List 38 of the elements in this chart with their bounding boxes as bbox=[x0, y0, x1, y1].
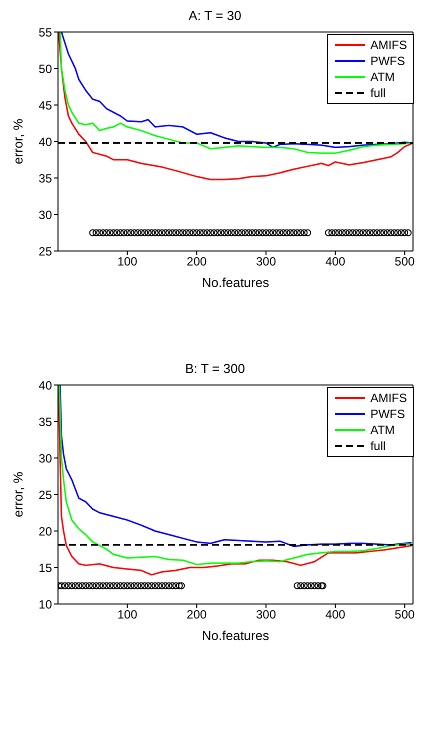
y-axis-title: error, % bbox=[10, 471, 26, 518]
y-tick-label: 35 bbox=[38, 414, 52, 429]
legend-label: PWFS bbox=[370, 407, 405, 421]
y-tick-label: 45 bbox=[38, 98, 52, 112]
x-tick-label: 100 bbox=[117, 254, 138, 269]
y-tick-label: 20 bbox=[38, 524, 52, 538]
legend-label: PWFS bbox=[370, 54, 405, 68]
y-tick-label: 10 bbox=[38, 597, 52, 612]
chart-title: B: T = 300 bbox=[184, 361, 246, 378]
y-tick-label: 30 bbox=[38, 451, 52, 466]
legend-label: full bbox=[370, 86, 386, 100]
y-axis-title: error, % bbox=[10, 118, 26, 164]
legend-label: ATM bbox=[370, 70, 395, 84]
legend-label: AMIFS bbox=[370, 38, 407, 52]
y-tick-label: 50 bbox=[38, 62, 52, 76]
y-tick-label: 15 bbox=[38, 560, 52, 575]
x-tick-label: 500 bbox=[394, 254, 416, 269]
x-tick-label: 400 bbox=[325, 608, 346, 622]
x-tick-label: 500 bbox=[394, 608, 416, 622]
y-tick-label: 25 bbox=[38, 488, 52, 502]
x-tick-label: 400 bbox=[325, 254, 346, 269]
y-tick-label: 30 bbox=[38, 208, 52, 222]
y-tick-label: 25 bbox=[38, 244, 52, 258]
x-tick-label: 200 bbox=[186, 608, 208, 622]
x-tick-label: 200 bbox=[186, 254, 208, 269]
y-tick-label: 35 bbox=[38, 171, 52, 186]
legend-label: ATM bbox=[370, 423, 395, 437]
x-axis-title: No.features bbox=[202, 275, 270, 290]
legend-label: full bbox=[370, 439, 386, 453]
legend-label: AMIFS bbox=[370, 391, 407, 405]
chart-title: A: T = 30 bbox=[188, 8, 242, 25]
x-axis-title: No.features bbox=[202, 628, 270, 643]
x-tick-label: 100 bbox=[117, 608, 138, 622]
x-tick-label: 300 bbox=[256, 254, 276, 269]
y-tick-label: 40 bbox=[38, 378, 52, 392]
x-tick-label: 300 bbox=[256, 608, 276, 622]
y-tick-label: 40 bbox=[38, 134, 52, 149]
y-tick-label: 55 bbox=[38, 25, 52, 40]
